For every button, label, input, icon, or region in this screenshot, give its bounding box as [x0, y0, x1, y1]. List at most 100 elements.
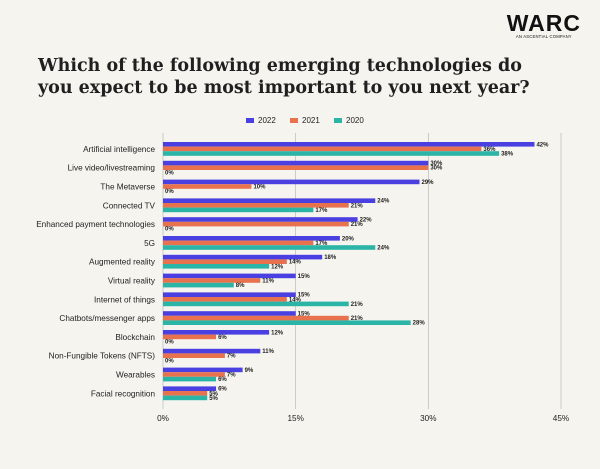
bar-2022	[163, 254, 323, 260]
value-label-2020: 0%	[165, 189, 174, 195]
bar-2022	[163, 386, 217, 391]
bar-2022	[163, 179, 420, 185]
category-label: Internet of things	[94, 295, 155, 304]
category-label: Non-Fungible Tokens (NFTS)	[49, 352, 156, 361]
value-label-2020: 5%	[209, 396, 218, 402]
value-label-2020: 0%	[165, 227, 174, 233]
bar-2022	[163, 311, 296, 316]
value-label-2021: 10%	[253, 185, 266, 191]
bar-2022	[163, 236, 340, 241]
category-label: Virtual reality	[108, 277, 156, 286]
bar-2021	[163, 165, 429, 170]
value-label-2021: 17%	[315, 241, 328, 247]
value-label-2020: 6%	[218, 377, 227, 383]
category-label: Blockchain	[115, 333, 155, 342]
value-label-2021: 30%	[430, 166, 443, 172]
value-label-2020: 0%	[165, 358, 174, 364]
category-label: Artificial intelligence	[83, 145, 155, 154]
category-label: Connected TV	[103, 201, 156, 210]
logo-tagline: AN ASCENTIAL COMPANY	[515, 34, 572, 39]
value-label-2022: 12%	[271, 330, 284, 336]
category-label: Chatbots/messenger apps	[59, 314, 155, 323]
bar-2022	[163, 330, 270, 335]
category-label: Facial recognition	[91, 389, 156, 398]
bar-2022	[163, 217, 358, 222]
value-label-2022: 30%	[430, 161, 443, 167]
value-label-2022: 20%	[342, 236, 355, 242]
value-label-2021: 7%	[227, 354, 236, 360]
warc-logo: WARC AN ASCENTIAL COMPANY	[507, 12, 581, 40]
value-label-2022: 15%	[298, 312, 311, 318]
bar-2021	[163, 372, 225, 377]
value-label-2020: 12%	[271, 264, 284, 270]
bar-2021	[163, 184, 252, 189]
category-label: 5G	[144, 239, 155, 248]
value-labels: 42%36%38%30%30%0%29%10%0%24%21%17%22%21%…	[165, 142, 549, 402]
category-label: Wearables	[116, 371, 155, 380]
value-label-2021: 21%	[351, 316, 364, 322]
legend-label-2022: 2022	[258, 116, 276, 125]
value-label-2022: 15%	[298, 293, 311, 299]
bar-2021	[163, 203, 349, 208]
value-label-2020: 28%	[413, 321, 426, 327]
bar-2021	[163, 334, 217, 340]
value-label-2022: 42%	[536, 142, 549, 148]
value-label-2022: 29%	[421, 180, 434, 186]
bar-2022	[163, 273, 296, 279]
bar-2021	[163, 353, 225, 358]
bar-2021	[163, 297, 287, 302]
value-label-2022: 18%	[324, 255, 337, 261]
value-label-2020: 24%	[377, 246, 390, 252]
chart-title: Which of the following emerging technolo…	[38, 56, 530, 98]
value-label-2020: 0%	[165, 170, 174, 176]
bar-2020	[163, 264, 270, 269]
value-label-2021: 5%	[209, 391, 218, 397]
legend-swatch-2021	[290, 118, 298, 123]
category-label: The Metaverse	[100, 183, 155, 192]
bar-2020	[163, 245, 376, 250]
value-label-2021: 11%	[262, 279, 274, 285]
bar-2021	[163, 146, 482, 152]
legend-swatch-2020	[334, 118, 342, 123]
bar-2021	[163, 278, 261, 283]
value-label-2022: 15%	[298, 274, 311, 280]
bar-2021	[163, 240, 314, 246]
category-labels: Artificial intelligence Live video/livest…	[36, 145, 156, 398]
value-label-2021: 21%	[351, 222, 364, 228]
x-tick-label-0: 0%	[157, 414, 169, 423]
category-label: Enhanced payment technologies	[36, 220, 155, 229]
value-label-2021: 14%	[289, 297, 302, 303]
value-label-2021: 14%	[289, 260, 302, 266]
value-label-2022: 9%	[245, 368, 254, 374]
bar-2021	[163, 259, 287, 264]
bars	[163, 142, 535, 401]
value-label-2022: 22%	[360, 218, 373, 224]
value-label-2020: 38%	[501, 152, 514, 158]
bar-2020	[163, 376, 217, 382]
bar-2022	[163, 198, 376, 203]
bar-2020	[163, 207, 314, 213]
bar-2021	[163, 315, 349, 321]
x-axis-ticks: 0% 15% 30% 45%	[157, 414, 569, 423]
bar-2022	[163, 367, 243, 373]
legend: 2022 2021 2020	[246, 116, 364, 125]
value-label-2020: 21%	[351, 302, 364, 308]
value-label-2022: 24%	[377, 199, 390, 205]
bar-2021	[163, 391, 208, 396]
value-label-2021: 6%	[218, 335, 227, 341]
value-label-2020: 17%	[315, 208, 328, 214]
bar-2022	[163, 348, 261, 354]
x-tick-label-45: 45%	[553, 414, 569, 423]
value-label-2022: 6%	[218, 387, 227, 393]
value-label-2020: 8%	[236, 283, 245, 289]
bar-2020	[163, 282, 234, 288]
category-label: Live video/livestreaming	[68, 164, 156, 173]
bar-2020	[163, 301, 349, 307]
bar-2022	[163, 292, 296, 297]
value-label-2021: 7%	[227, 373, 236, 379]
bar-2021	[163, 221, 349, 227]
bar-2022	[163, 142, 535, 147]
bar-2020	[163, 320, 411, 325]
legend-label-2020: 2020	[346, 116, 364, 125]
